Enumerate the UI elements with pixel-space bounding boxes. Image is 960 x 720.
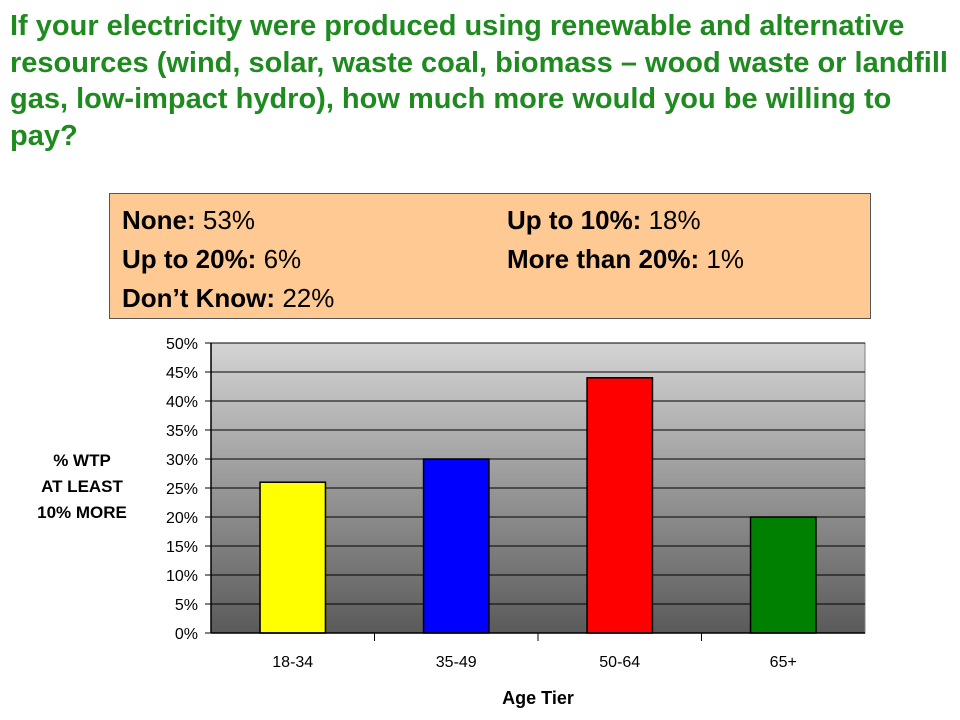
y-axis-title: % WTP AT LEAST 10% MORE <box>12 448 152 526</box>
bar-65+ <box>749 516 817 634</box>
x-axis-title: Age Tier <box>502 688 574 708</box>
answer-up-to-20: Up to 20%: 6% <box>122 244 301 275</box>
y-tick-label: 25% <box>166 481 198 498</box>
y-tick-label: 45% <box>166 365 198 382</box>
answer-up-to-10: Up to 10%: 18% <box>507 205 701 236</box>
bar-35-49 <box>422 458 490 634</box>
bar-18-34 <box>259 481 327 634</box>
answer-value: 18% <box>648 205 701 235</box>
y-axis-title-line: % WTP <box>53 451 111 470</box>
question-title: If your electricity were produced using … <box>10 10 948 152</box>
y-tick-label: 5% <box>175 597 198 614</box>
x-tick-label: 50-64 <box>599 654 640 671</box>
answer-value: 22% <box>282 283 335 313</box>
answer-label: None: <box>122 205 196 235</box>
answer-dont-know: Don’t Know: 22% <box>122 283 334 314</box>
answer-value: 1% <box>706 244 744 274</box>
y-tick-label: 40% <box>166 394 198 411</box>
y-axis-title-line: 10% MORE <box>37 503 127 522</box>
answer-value: 53% <box>202 205 255 235</box>
answer-summary-box: None: 53% Up to 10%: 18% Up to 20%: 6% M… <box>109 193 871 319</box>
y-tick-label: 30% <box>166 452 198 469</box>
answer-label: Don’t Know: <box>122 283 276 313</box>
x-tick-label: 35-49 <box>436 654 477 671</box>
answer-none: None: 53% <box>122 205 255 236</box>
bar-50-64 <box>586 377 654 634</box>
y-tick-label: 15% <box>166 539 198 556</box>
y-tick-label: 10% <box>166 568 198 585</box>
y-tick-label: 35% <box>166 423 198 440</box>
answer-label: Up to 20%: <box>122 244 257 274</box>
y-tick-label: 20% <box>166 510 198 527</box>
y-tick-label: 0% <box>175 626 198 643</box>
answer-label: Up to 10%: <box>507 205 642 235</box>
answer-value: 6% <box>263 244 302 274</box>
answer-label: More than 20%: <box>507 244 700 274</box>
y-axis-title-line: AT LEAST <box>41 477 123 496</box>
y-tick-label: 50% <box>166 336 198 353</box>
x-tick-label: 18-34 <box>272 654 313 671</box>
x-tick-label: 65+ <box>770 654 797 671</box>
answer-more-than-20: More than 20%: 1% <box>507 244 744 275</box>
